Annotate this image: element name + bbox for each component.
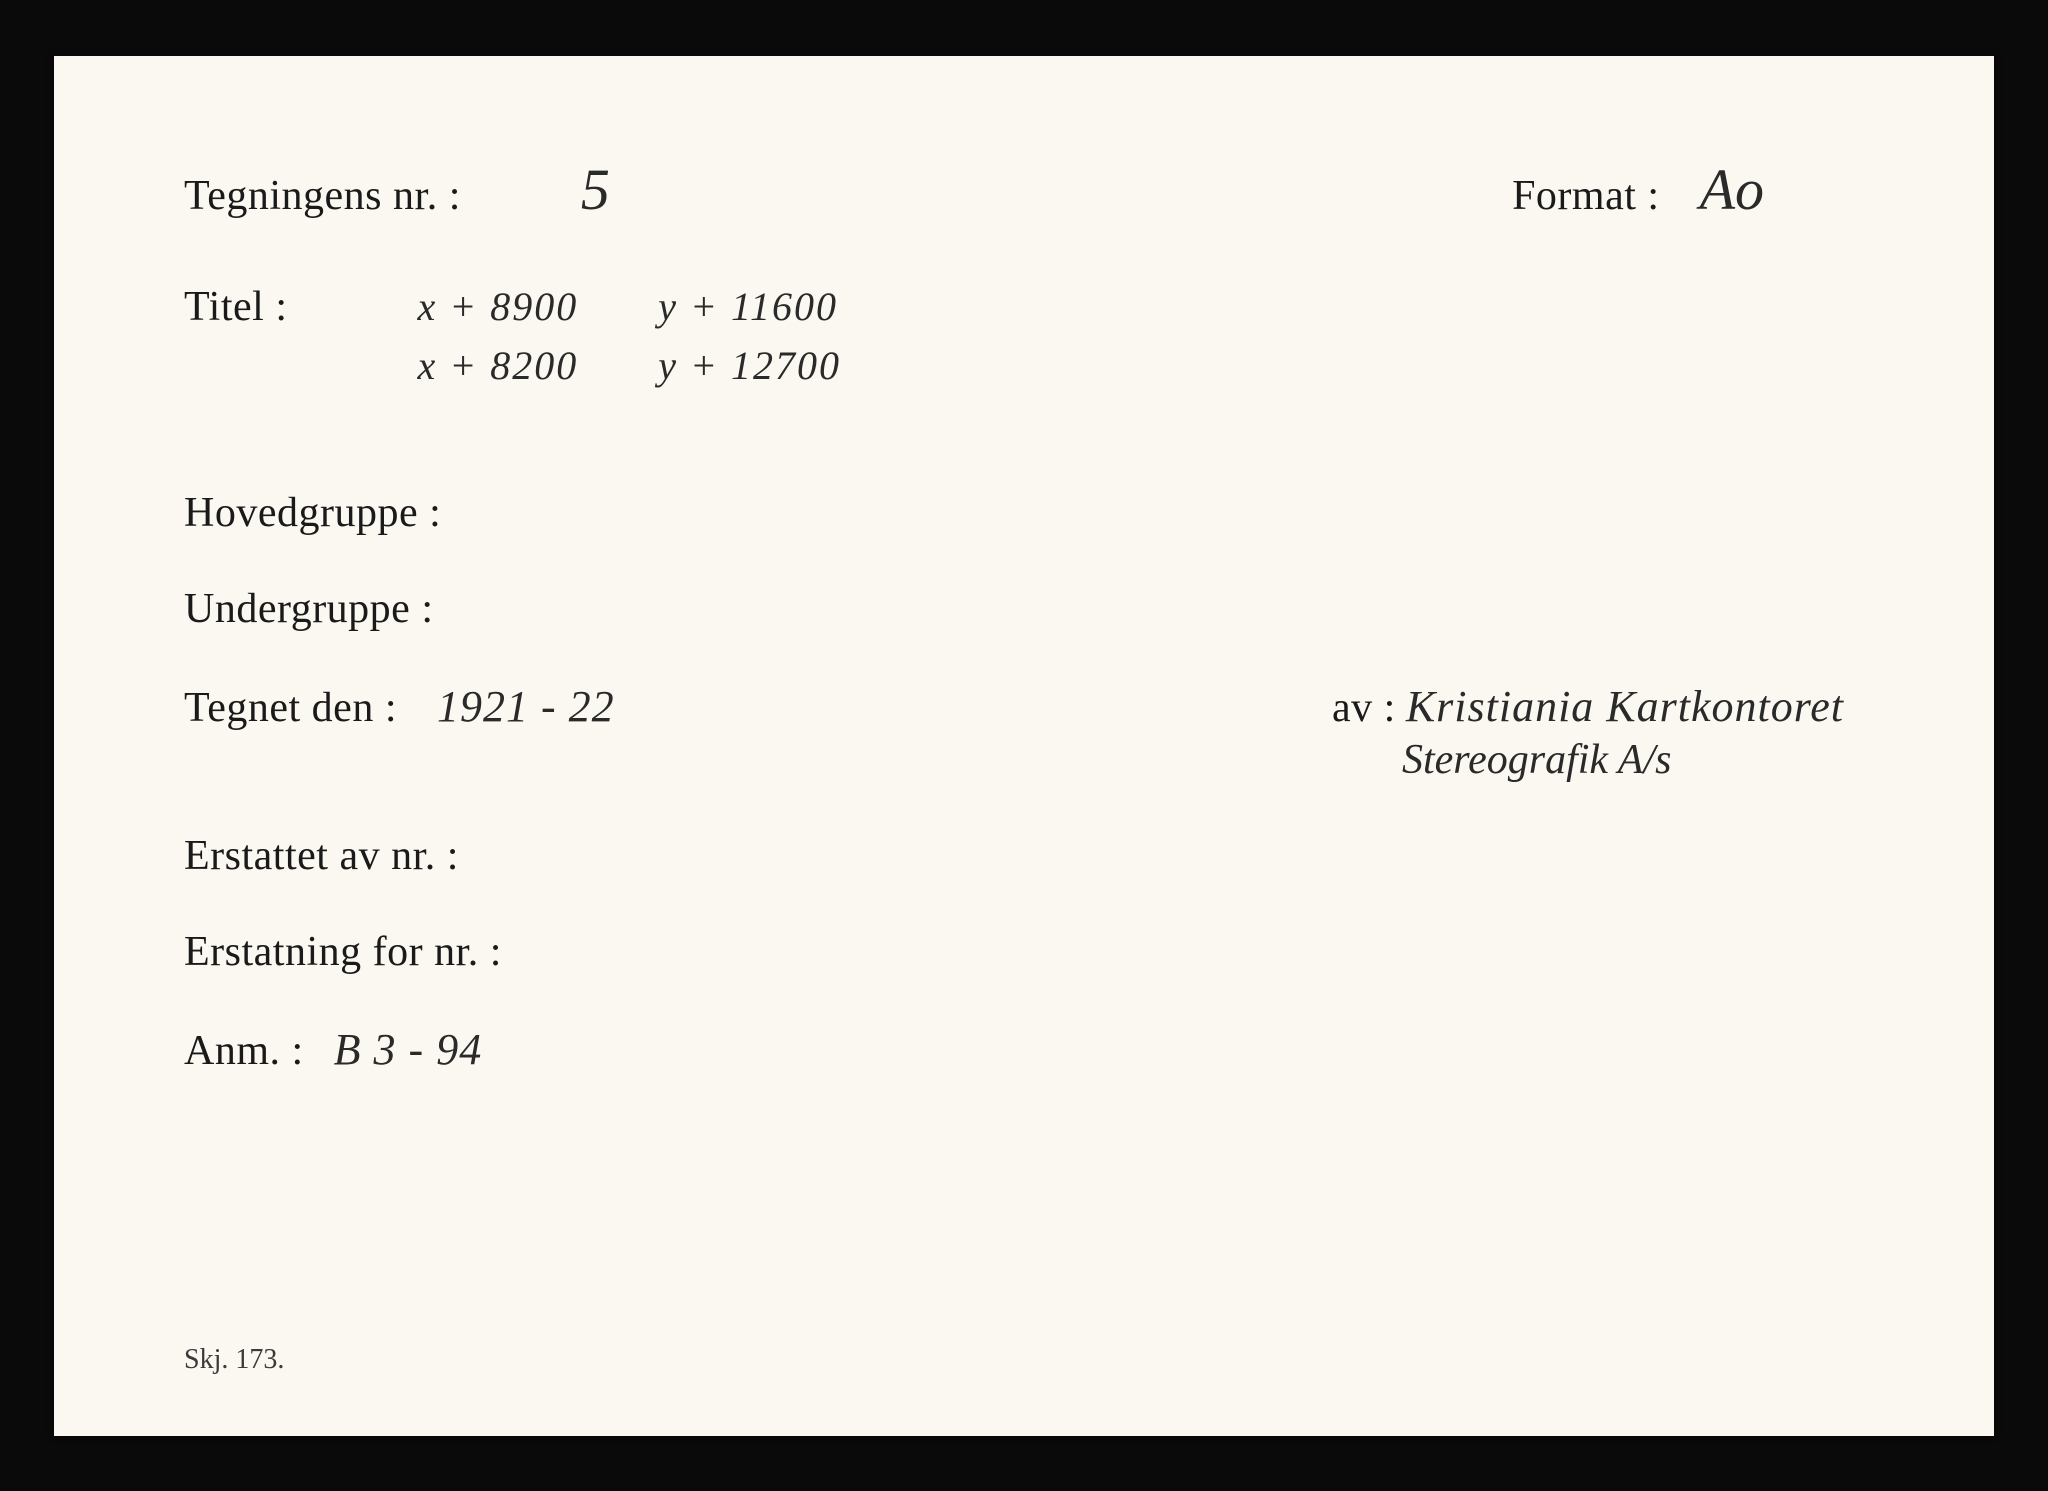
av-value-line2: Stereografik A/s (1402, 736, 1844, 784)
titel-col-x: x + 8900 x + 8200 (418, 283, 579, 389)
titel-x2: x + 8200 (418, 342, 579, 389)
titel-values: x + 8900 x + 8200 y + 11600 y + 12700 (418, 283, 842, 389)
top-row: Tegningens nr. : 5 Format : Ao (184, 156, 1884, 223)
hovedgruppe-row: Hovedgruppe : (184, 489, 1884, 537)
anm-label: Anm. : (184, 1027, 304, 1075)
anm-value: B 3 - 94 (334, 1024, 483, 1075)
tegnet-den-value: 1921 - 22 (437, 681, 615, 732)
tegnet-row: Tegnet den : 1921 - 22 av : Kristiania K… (184, 681, 1884, 784)
format-group: Format : Ao (1512, 156, 1764, 223)
form-number: Skj. 173. (184, 1344, 284, 1376)
titel-y2: y + 12700 (658, 342, 841, 389)
titel-label: Titel : (184, 283, 288, 331)
titel-x1: x + 8900 (418, 283, 579, 330)
index-card: Tegningens nr. : 5 Format : Ao Titel : x… (54, 56, 1994, 1436)
tegningens-nr-group: Tegningens nr. : 5 (184, 156, 610, 223)
anm-row: Anm. : B 3 - 94 (184, 1024, 1884, 1075)
undergruppe-label: Undergruppe : (184, 585, 434, 633)
av-block: av : Kristiania Kartkontoret Stereografi… (1332, 681, 1844, 784)
tegningens-nr-label: Tegningens nr. : (184, 172, 461, 220)
erstatning-row: Erstatning for nr. : (184, 928, 1884, 976)
av-line1: av : Kristiania Kartkontoret (1332, 681, 1844, 732)
titel-col-y: y + 11600 y + 12700 (658, 283, 841, 389)
undergruppe-row: Undergruppe : (184, 585, 1884, 633)
tegningens-nr-value: 5 (581, 156, 610, 223)
format-label: Format : (1512, 172, 1660, 220)
tegnet-den-label: Tegnet den : (184, 684, 397, 732)
erstatning-for-nr-label: Erstatning for nr. : (184, 928, 502, 976)
av-value-line1: Kristiania Kartkontoret (1406, 681, 1844, 732)
titel-y1: y + 11600 (658, 283, 841, 330)
av-label: av : (1332, 684, 1396, 732)
tegnet-den-group: Tegnet den : 1921 - 22 (184, 681, 615, 732)
titel-block: Titel : x + 8900 x + 8200 y + 11600 y + … (184, 283, 1884, 389)
format-value: Ao (1700, 156, 1764, 223)
hovedgruppe-label: Hovedgruppe : (184, 489, 441, 537)
erstattet-av-nr-label: Erstattet av nr. : (184, 832, 459, 880)
erstattet-row: Erstattet av nr. : (184, 832, 1884, 880)
